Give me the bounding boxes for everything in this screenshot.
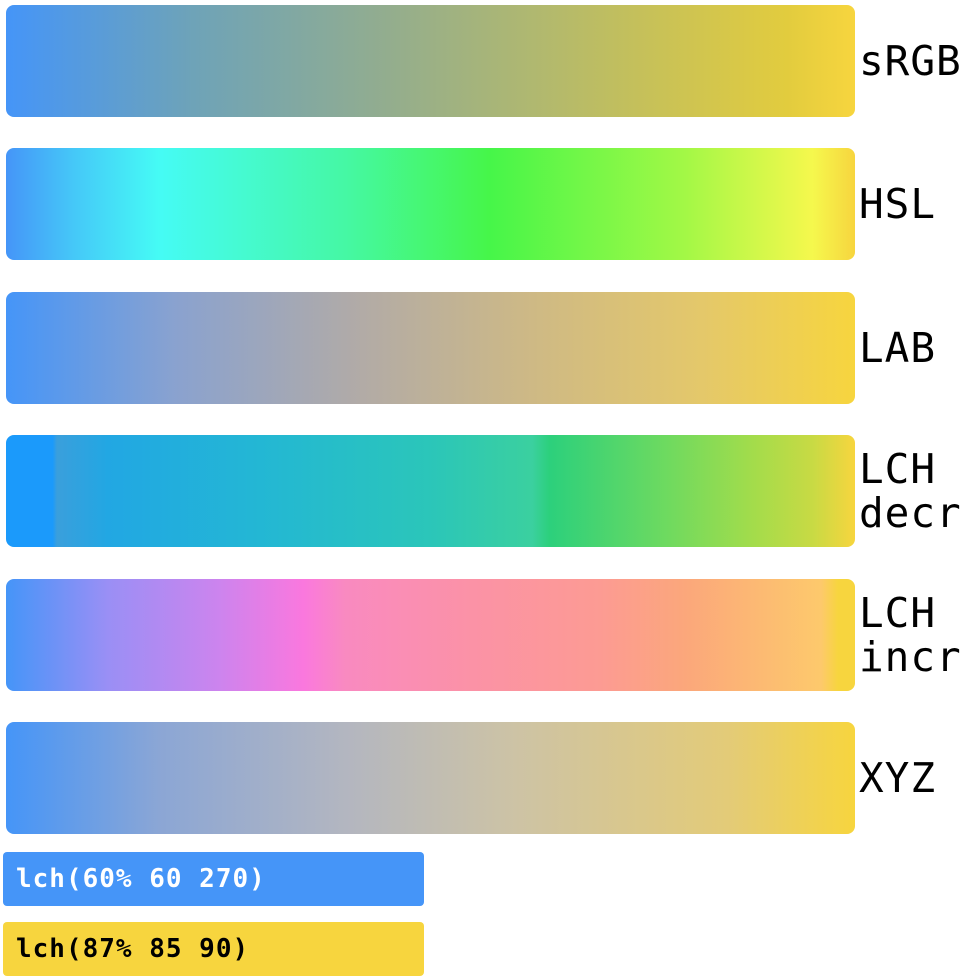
gradient-swatch-lch-decr [6,435,855,547]
gradient-row-hsl: HSL [6,148,976,260]
gradient-swatch-lab [6,292,855,404]
gradient-row-lab: LAB [6,292,976,404]
gradient-swatch-lch-incr [6,579,855,691]
gradient-row-lch-incr: LCH incr [6,579,976,691]
gradient-swatch-srgb [6,5,855,117]
gradient-row-lch-decr: LCH decr [6,435,976,547]
end-color-chip: lch(87% 85 90) [3,922,424,976]
gradient-label-lch-decr: LCH decr [859,445,962,537]
gradient-label-hsl: HSL [859,180,937,228]
gradient-swatch-xyz [6,722,855,834]
gradient-row-srgb: sRGB [6,5,976,117]
gradient-row-xyz: XYZ [6,722,976,834]
gradient-label-xyz: XYZ [859,754,937,802]
gradient-label-srgb: sRGB [859,37,962,85]
gradient-label-lab: LAB [859,324,937,372]
gradient-label-lch-incr: LCH incr [859,589,962,681]
start-color-chip: lch(60% 60 270) [3,852,424,906]
gradient-swatch-hsl [6,148,855,260]
